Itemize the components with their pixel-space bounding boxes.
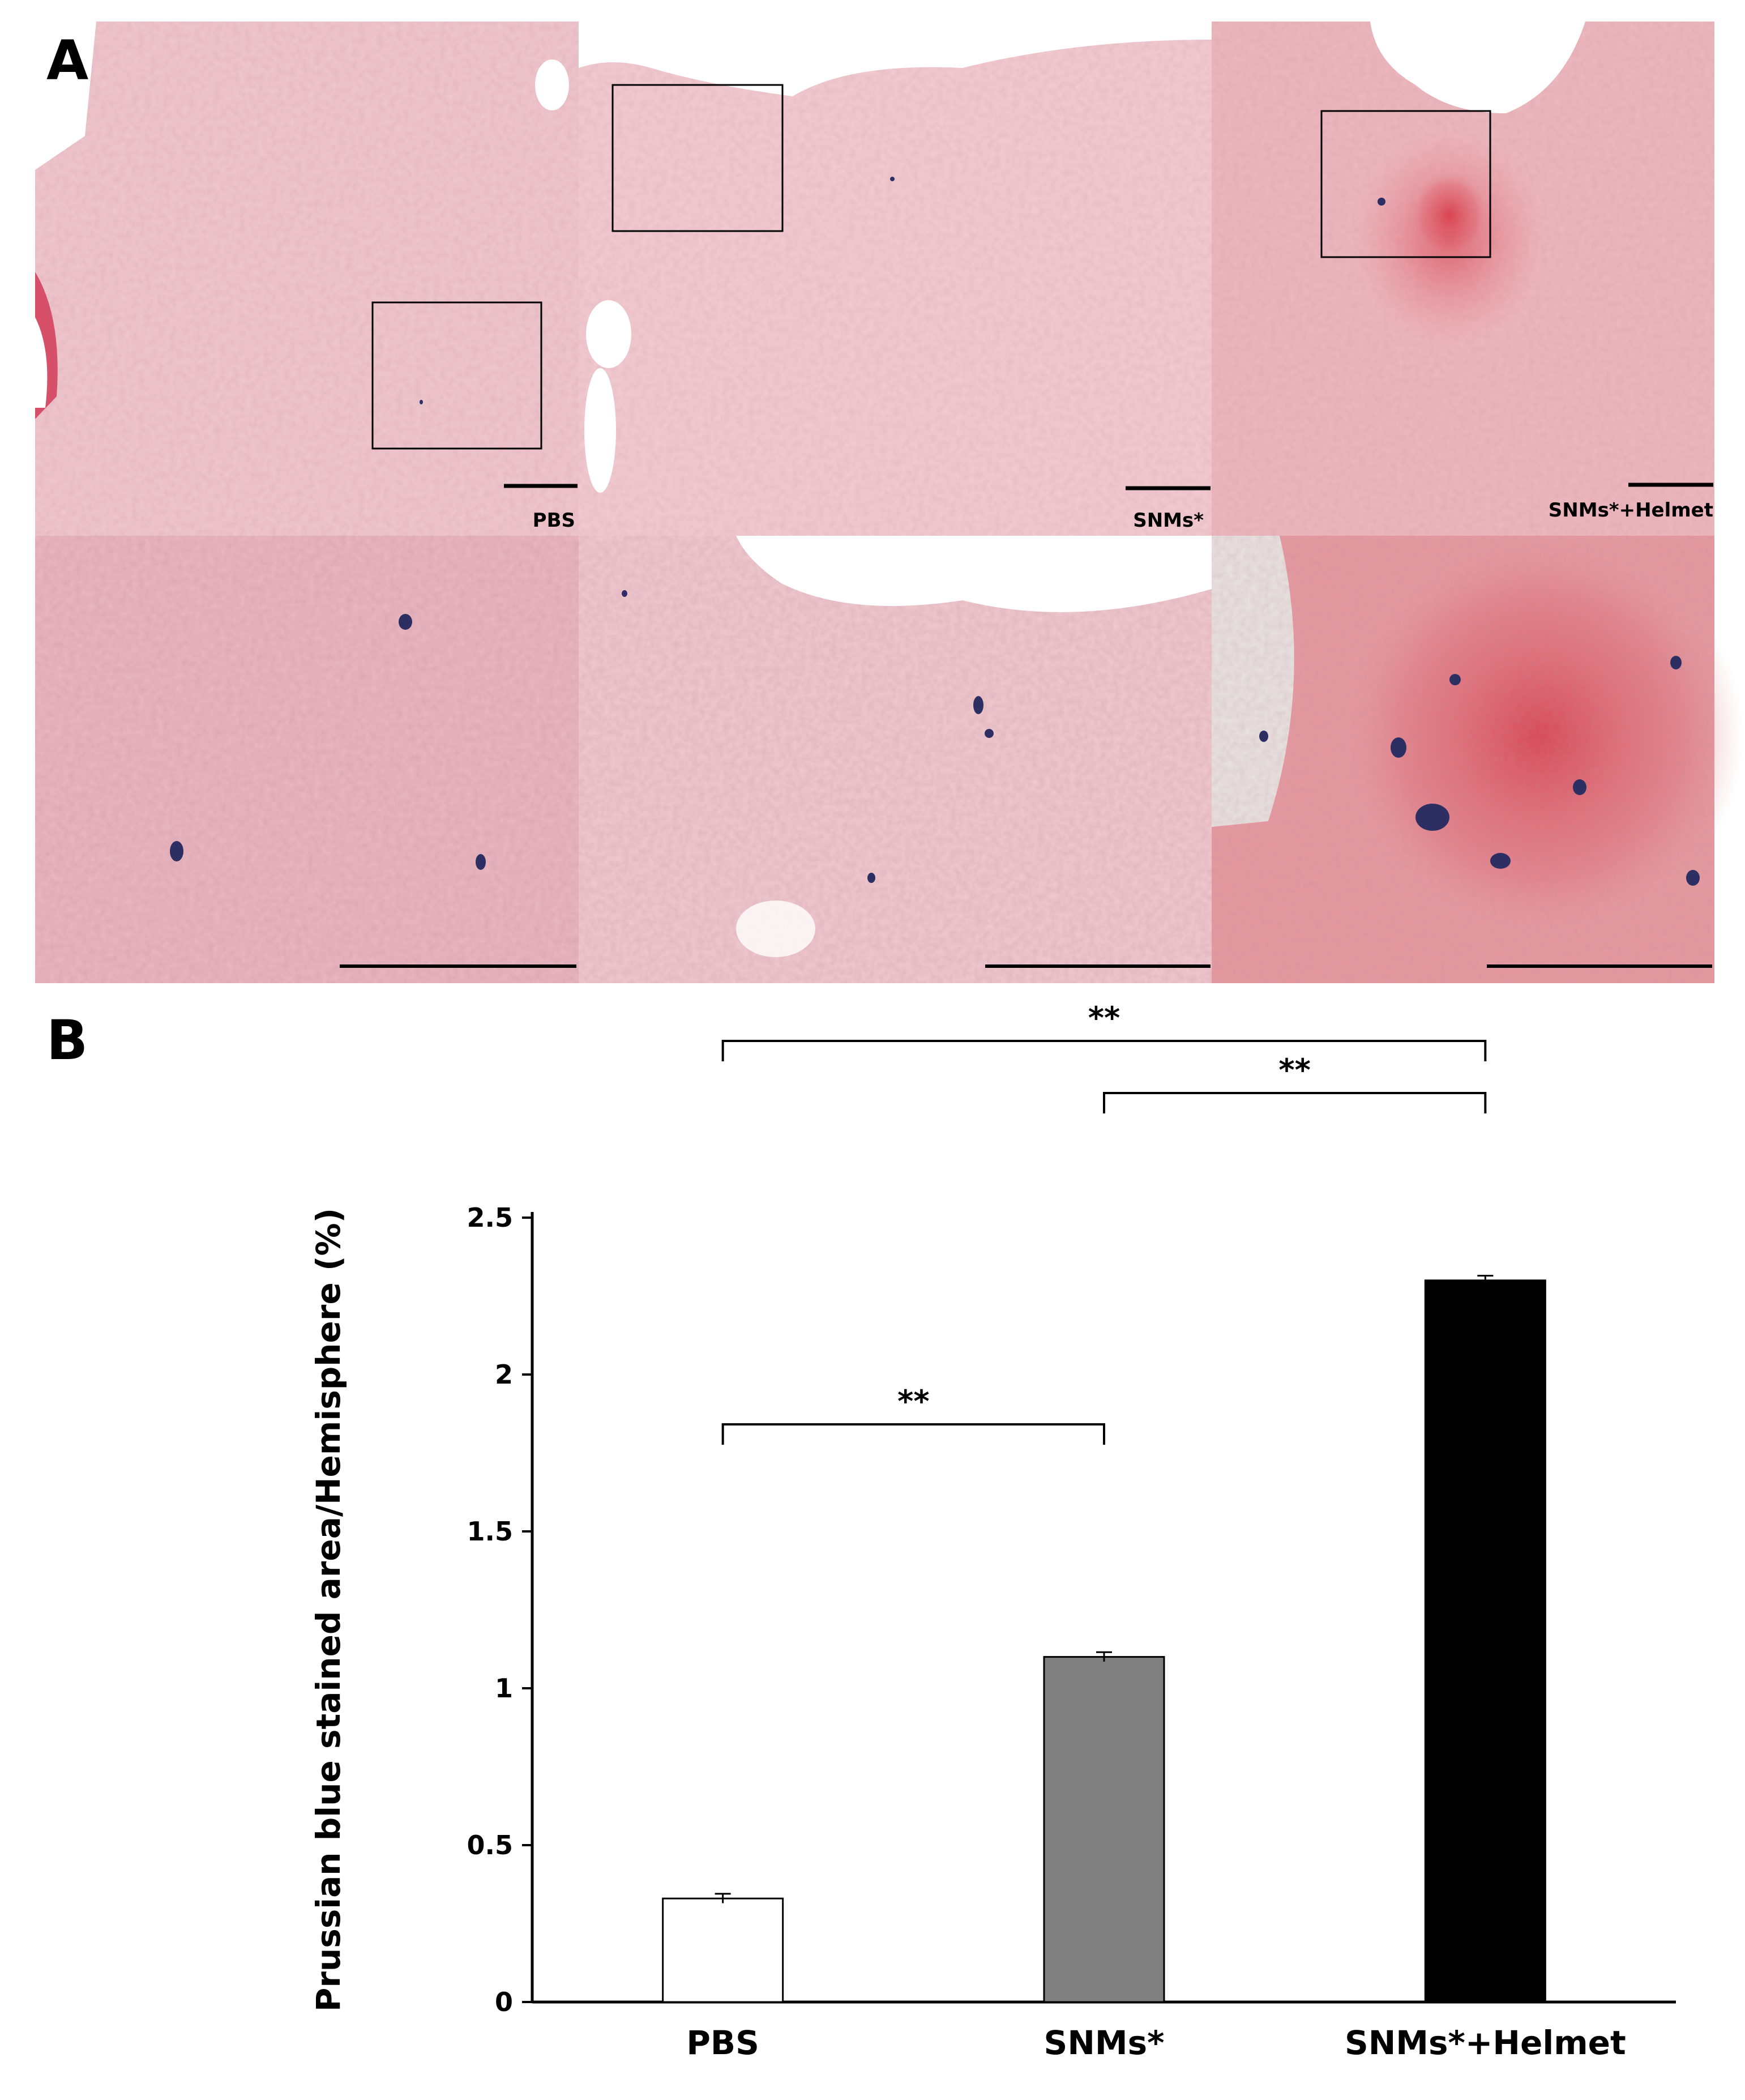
x-tick-label: SNMs*+Helmet [1345, 2024, 1626, 2062]
vessel-hole [535, 59, 569, 110]
image-label: PBS [533, 509, 575, 532]
iron-deposit [867, 873, 875, 883]
iron-deposit [476, 854, 486, 870]
vessel-void [1370, 22, 1585, 113]
vessel-hole [35, 317, 48, 408]
inset-box [1320, 110, 1491, 258]
hemorrhage-region [1410, 170, 1489, 261]
y-tick-label: 0 [495, 1987, 513, 2017]
iron-deposit [890, 177, 895, 181]
iron-deposit [1686, 870, 1700, 886]
bar-chart: B 0 0.5 1 1.5 2 2.5 PBS SNMs* SNMs*+Helmet ** ** **… [46, 1000, 1676, 2062]
iron-deposit [973, 696, 983, 714]
vessel-hole [586, 300, 631, 368]
significance-bracket [1103, 1092, 1487, 1113]
y-tick-label: 0.5 [467, 1830, 514, 1860]
x-tick-label: SNMs* [1044, 2024, 1165, 2062]
iron-deposit [1391, 737, 1406, 758]
iron-deposit [1573, 779, 1586, 795]
panel-letter-b: B [46, 1009, 88, 1072]
bar [662, 1897, 784, 2003]
image-label: SNMs* [1133, 509, 1204, 532]
iron-deposit [1378, 198, 1385, 206]
iron-deposit [1415, 804, 1449, 831]
iron-deposit [170, 841, 183, 861]
zoom-micrograph-pbs [35, 536, 579, 983]
y-axis-label: Prussian blue stained area/Hemisphere (%… [309, 1208, 348, 2012]
histology-panel: PBS SNMs* SNMs*+Helmet [35, 22, 1744, 983]
iron-deposit [399, 614, 412, 630]
inset-box [611, 84, 784, 232]
iron-deposit [985, 729, 994, 738]
y-tick-label: 1 [495, 1673, 513, 1704]
significance-label: ** [1088, 1000, 1120, 1036]
micrograph-snms-helmet: SNMs*+Helmet [1212, 22, 1714, 536]
prussian-blue-deposits [170, 177, 1700, 886]
iron-deposit [1449, 674, 1461, 685]
micrograph-snms: SNMs* [579, 22, 1212, 536]
tissue-edge-void [736, 536, 1212, 612]
y-tick-label: 2.5 [467, 1202, 514, 1233]
panel-letter-a: A [46, 29, 88, 92]
significance-label: ** [897, 1384, 929, 1419]
significance-label: ** [1278, 1052, 1310, 1088]
significance-bracket [721, 1040, 1487, 1061]
tissue-void [736, 900, 815, 957]
bar [1043, 1656, 1165, 2003]
zoom-micrograph-snms [579, 536, 1212, 983]
vessel-hole [35, 22, 96, 170]
x-tick-label: PBS [686, 2024, 759, 2062]
y-tick-label: 2 [495, 1359, 513, 1390]
micrograph-pbs: PBS [35, 22, 579, 536]
iron-deposit [1259, 731, 1268, 742]
iron-deposit [420, 400, 423, 404]
iron-deposit [622, 590, 627, 597]
iron-deposit [1490, 853, 1511, 869]
bar [1424, 1279, 1546, 2003]
y-tick-label: 1.5 [467, 1516, 514, 1547]
plot-area: 0 0.5 1 1.5 2 2.5 PBS SNMs* SNMs*+Helmet ** ** ** [467, 1000, 1676, 2062]
tissue-edge-void [579, 22, 1212, 96]
zoom-micrograph-snms-helmet [1212, 532, 1744, 983]
image-label: SNMs*+Helmet [1549, 499, 1713, 522]
inset-box [371, 301, 542, 450]
iron-deposit [1670, 656, 1682, 669]
significance-bracket [721, 1423, 1105, 1445]
vessel-hole [584, 368, 616, 493]
